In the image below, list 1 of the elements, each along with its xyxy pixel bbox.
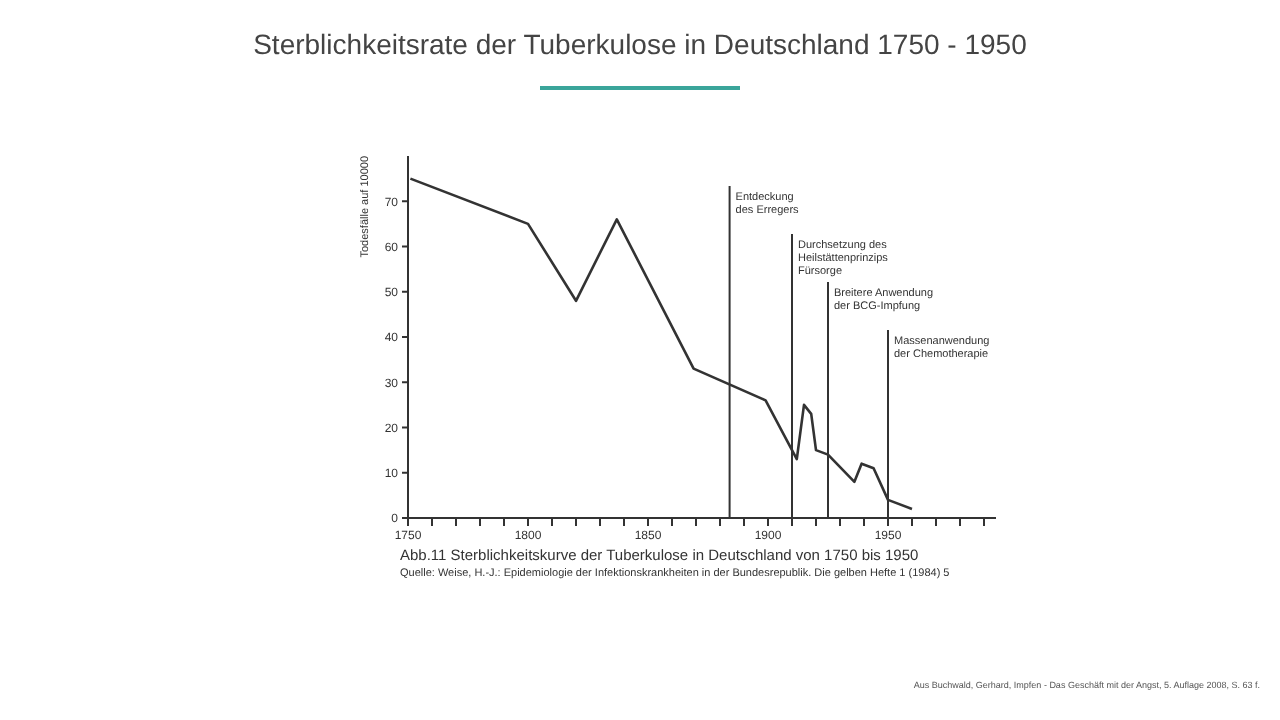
- chart-title: Sterblichkeitsrate der Tuberkulose in Deutschland 1750 - 1950: [251, 28, 1029, 60]
